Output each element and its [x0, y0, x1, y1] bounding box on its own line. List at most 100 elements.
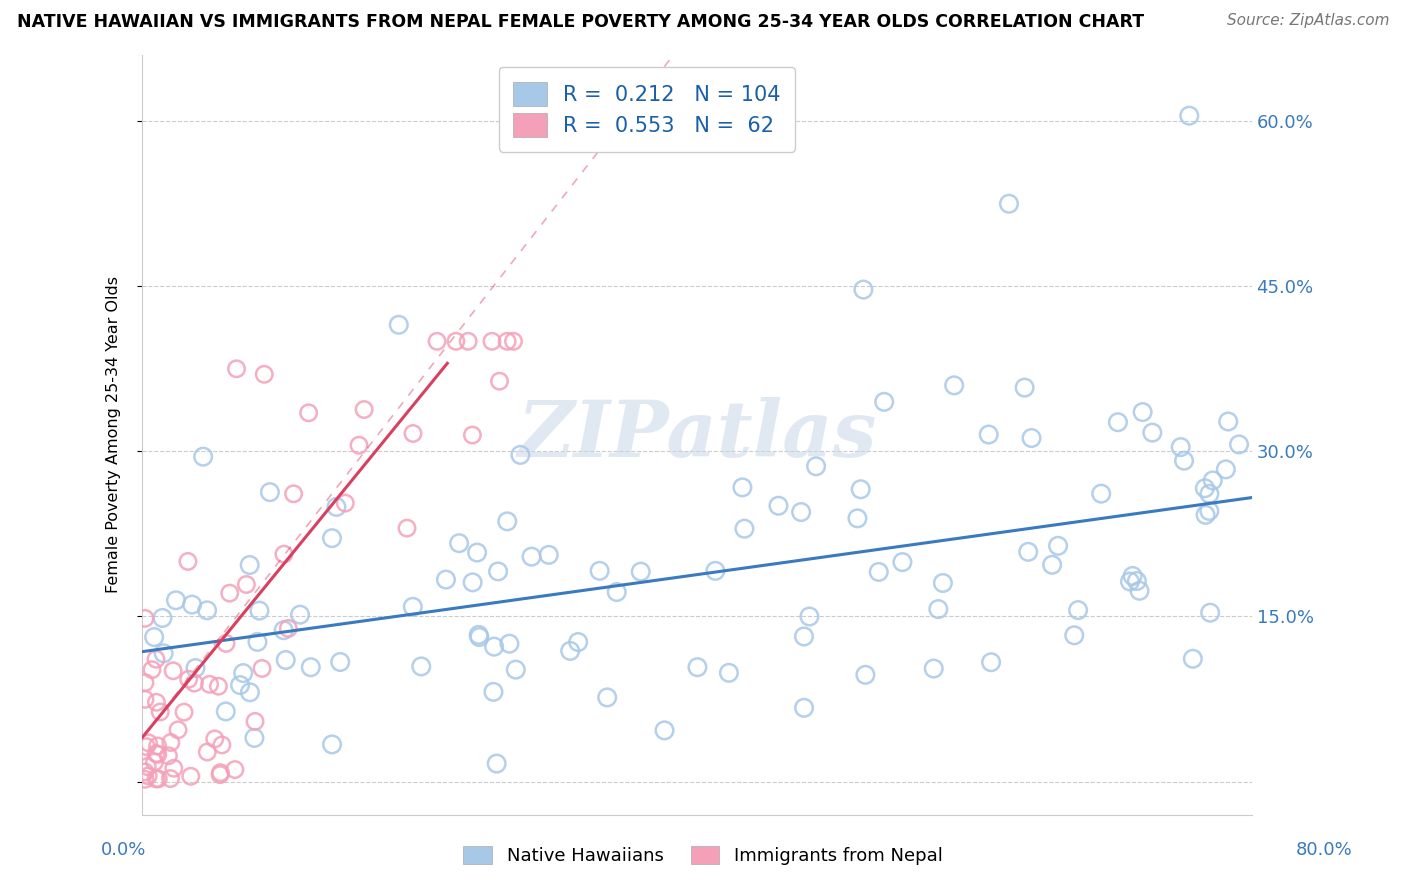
Point	[1014, 381, 1036, 395]
Point	[1047, 539, 1070, 553]
Point	[567, 635, 589, 649]
Point	[1215, 462, 1237, 476]
Point	[249, 604, 271, 618]
Point	[654, 723, 676, 738]
Point	[146, 747, 169, 762]
Point	[1132, 405, 1154, 419]
Point	[152, 646, 174, 660]
Text: ZIPatlas: ZIPatlas	[517, 397, 877, 473]
Point	[273, 623, 295, 637]
Point	[232, 666, 254, 681]
Point	[152, 611, 174, 625]
Legend: R =  0.212   N = 104, R =  0.553   N =  62: R = 0.212 N = 104, R = 0.553 N = 62	[499, 67, 796, 152]
Point	[335, 496, 357, 510]
Point	[488, 374, 510, 388]
Text: 0.0%: 0.0%	[101, 841, 146, 859]
Point	[496, 334, 519, 349]
Point	[1173, 453, 1195, 467]
Point	[1067, 603, 1090, 617]
Point	[704, 564, 727, 578]
Point	[505, 663, 527, 677]
Point	[321, 738, 343, 752]
Point	[134, 772, 156, 787]
Point	[1194, 481, 1216, 495]
Point	[509, 448, 531, 462]
Point	[277, 621, 299, 635]
Point	[461, 428, 484, 442]
Point	[793, 701, 815, 715]
Point	[246, 635, 269, 649]
Point	[177, 672, 200, 686]
Point	[215, 705, 238, 719]
Point	[485, 756, 508, 771]
Point	[145, 652, 167, 666]
Point	[143, 755, 166, 769]
Point	[167, 723, 190, 737]
Point	[321, 531, 343, 545]
Point	[1170, 440, 1192, 454]
Point	[482, 640, 505, 654]
Y-axis label: Female Poverty Among 25-34 Year Olds: Female Poverty Among 25-34 Year Olds	[107, 277, 121, 593]
Point	[134, 611, 156, 625]
Point	[163, 761, 186, 775]
Point	[283, 487, 305, 501]
Point	[138, 736, 160, 750]
Point	[768, 499, 790, 513]
Point	[426, 334, 449, 349]
Point	[218, 586, 240, 600]
Point	[177, 554, 200, 568]
Point	[225, 361, 247, 376]
Point	[211, 738, 233, 752]
Point	[325, 500, 347, 514]
Point	[148, 772, 170, 786]
Point	[849, 482, 872, 496]
Point	[606, 585, 628, 599]
Point	[444, 334, 467, 349]
Point	[143, 630, 166, 644]
Point	[134, 764, 156, 779]
Point	[1227, 437, 1250, 451]
Point	[347, 438, 370, 452]
Point	[209, 765, 232, 780]
Point	[159, 735, 181, 749]
Point	[943, 378, 966, 392]
Point	[329, 655, 352, 669]
Point	[496, 515, 519, 529]
Point	[1063, 628, 1085, 642]
Point	[731, 480, 754, 494]
Point	[1017, 545, 1039, 559]
Point	[873, 394, 896, 409]
Text: NATIVE HAWAIIAN VS IMMIGRANTS FROM NEPAL FEMALE POVERTY AMONG 25-34 YEAR OLDS CO: NATIVE HAWAIIAN VS IMMIGRANTS FROM NEPAL…	[17, 13, 1144, 31]
Point	[467, 628, 489, 642]
Point	[145, 747, 167, 761]
Point	[596, 690, 619, 705]
Point	[239, 558, 262, 572]
Point	[1199, 606, 1222, 620]
Point	[799, 609, 821, 624]
Point	[588, 564, 610, 578]
Point	[932, 576, 955, 591]
Point	[502, 334, 524, 349]
Point	[204, 731, 226, 746]
Point	[181, 598, 204, 612]
Point	[980, 655, 1002, 669]
Point	[1040, 558, 1063, 572]
Point	[1021, 431, 1043, 445]
Point	[790, 505, 813, 519]
Point	[1218, 415, 1240, 429]
Point	[145, 772, 167, 786]
Point	[136, 759, 159, 773]
Point	[1119, 574, 1142, 589]
Point	[157, 748, 180, 763]
Point	[159, 772, 181, 786]
Point	[243, 731, 266, 745]
Point	[141, 663, 163, 677]
Point	[922, 661, 945, 675]
Point	[560, 644, 582, 658]
Point	[717, 665, 740, 680]
Point	[461, 575, 484, 590]
Point	[977, 427, 1000, 442]
Point	[1142, 425, 1164, 440]
Text: 80.0%: 80.0%	[1296, 841, 1353, 859]
Point	[434, 573, 457, 587]
